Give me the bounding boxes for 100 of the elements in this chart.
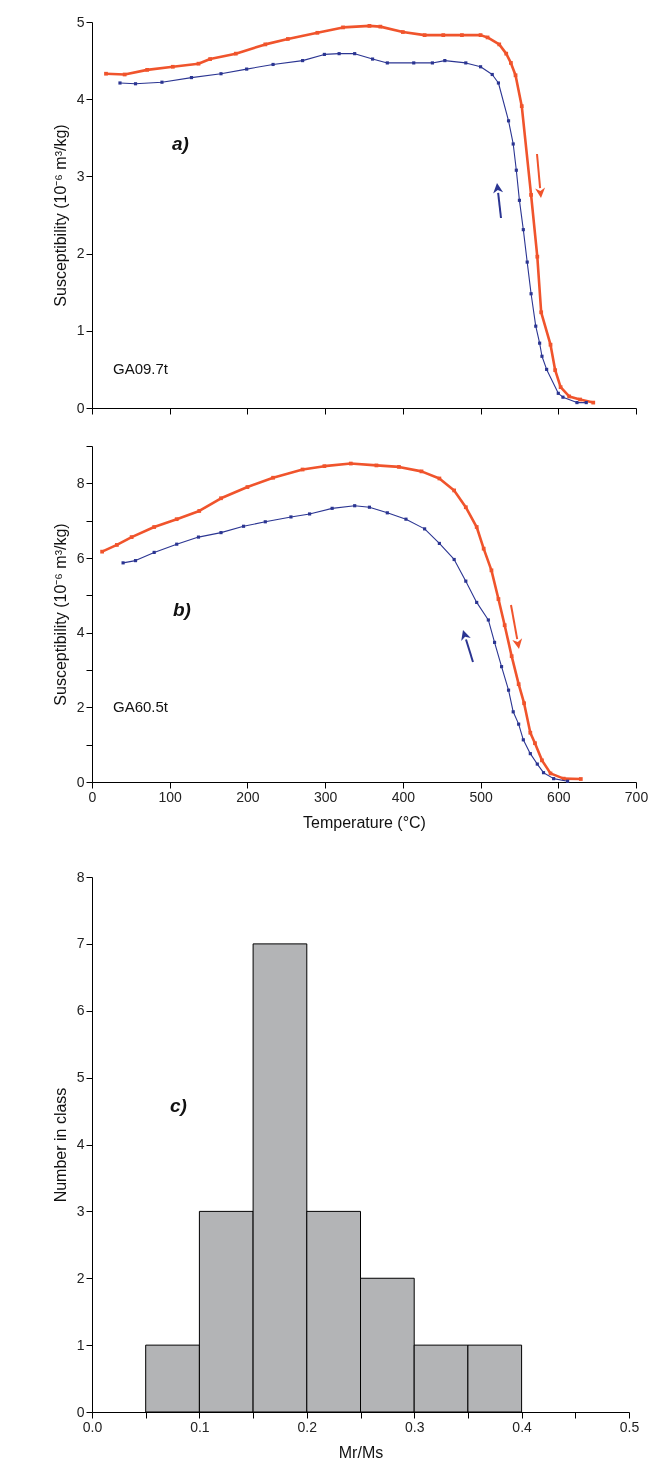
point xyxy=(271,475,275,480)
point xyxy=(412,61,416,65)
point xyxy=(528,752,532,756)
point xyxy=(539,310,544,315)
point xyxy=(337,52,341,56)
point xyxy=(496,81,501,85)
point xyxy=(385,61,389,65)
point xyxy=(528,730,533,735)
point xyxy=(556,391,560,395)
point xyxy=(241,524,246,528)
y-tick-label: 7 xyxy=(76,935,85,952)
point xyxy=(423,527,427,531)
y-axis-title: Susceptibility (10⁻⁶ m³/kg) xyxy=(51,124,69,307)
y-tick-label: 2 xyxy=(76,1269,85,1286)
point xyxy=(460,33,464,37)
point xyxy=(430,61,434,65)
y-tick-label: 0 xyxy=(76,773,85,790)
y-tick-label: 1 xyxy=(76,322,85,339)
point xyxy=(511,142,515,146)
point xyxy=(245,67,249,71)
x-tick-label: 0 xyxy=(88,788,97,805)
x-tick-label: 500 xyxy=(469,788,493,805)
x-tick-label: 0.2 xyxy=(297,1418,318,1435)
point xyxy=(553,368,558,373)
point xyxy=(529,292,533,296)
point xyxy=(367,505,372,509)
point xyxy=(441,33,446,37)
point xyxy=(322,464,327,469)
y-tick-label: 3 xyxy=(76,1202,85,1219)
point xyxy=(517,722,521,726)
y-tick-label: 1 xyxy=(76,1336,85,1353)
y-tick-label: 4 xyxy=(76,624,85,641)
point xyxy=(121,561,125,565)
point xyxy=(463,505,468,510)
point xyxy=(289,515,293,519)
x-tick-label: 0.3 xyxy=(404,1418,425,1435)
y-tick-label: 5 xyxy=(76,1069,85,1086)
y-tick-label: 0 xyxy=(76,399,85,416)
point xyxy=(219,496,223,501)
annotation: b) xyxy=(173,599,191,620)
y-tick-label: 4 xyxy=(76,1136,85,1152)
point xyxy=(133,559,138,563)
y-axis-title: Susceptibility (10⁻⁶ m³/kg) xyxy=(51,523,69,706)
point xyxy=(552,777,556,781)
point xyxy=(263,520,267,524)
point xyxy=(478,65,483,69)
point xyxy=(104,71,108,76)
point xyxy=(233,51,238,56)
point xyxy=(464,61,468,65)
point xyxy=(541,771,546,775)
x-axis-title: Temperature (°C) xyxy=(303,813,426,831)
point xyxy=(152,550,156,554)
point xyxy=(152,525,157,529)
y-tick-label: 6 xyxy=(76,549,85,566)
point xyxy=(145,67,150,72)
point xyxy=(540,354,544,358)
point xyxy=(271,62,275,67)
x-tick-label: 700 xyxy=(624,788,649,805)
point xyxy=(437,541,441,546)
annotation: a) xyxy=(172,133,189,154)
point xyxy=(584,401,588,405)
point xyxy=(475,600,479,605)
point xyxy=(492,640,497,644)
point xyxy=(133,82,138,86)
point xyxy=(115,543,119,547)
point xyxy=(322,52,326,56)
point xyxy=(561,395,565,399)
y-tick-label: 6 xyxy=(76,1002,85,1019)
x-tick-label: 100 xyxy=(158,788,183,805)
point xyxy=(535,762,539,766)
point xyxy=(535,254,540,259)
point xyxy=(490,72,494,77)
point xyxy=(575,401,579,405)
point xyxy=(514,168,518,172)
point xyxy=(540,758,544,763)
point xyxy=(301,59,305,63)
x-tick-label: 400 xyxy=(391,788,416,805)
point xyxy=(308,512,312,516)
y-tick-label: 8 xyxy=(76,474,85,491)
annotation: c) xyxy=(170,1095,187,1116)
point xyxy=(370,57,375,61)
point xyxy=(499,665,504,669)
x-tick-label: 200 xyxy=(236,788,260,805)
x-tick-label: 0.0 xyxy=(82,1418,103,1435)
point xyxy=(175,542,179,546)
point xyxy=(481,546,486,551)
point xyxy=(400,30,405,34)
point xyxy=(519,104,524,109)
y-tick-label: 8 xyxy=(76,868,85,885)
point xyxy=(529,193,533,197)
point xyxy=(578,777,583,781)
point xyxy=(100,549,104,554)
point xyxy=(196,535,201,539)
point xyxy=(525,260,529,264)
y-tick-label: 2 xyxy=(76,245,85,262)
y-tick-label: 5 xyxy=(76,13,85,30)
point xyxy=(502,623,507,628)
point xyxy=(521,228,525,232)
point xyxy=(538,341,542,345)
y-axis-title: Number in class xyxy=(51,1087,69,1203)
